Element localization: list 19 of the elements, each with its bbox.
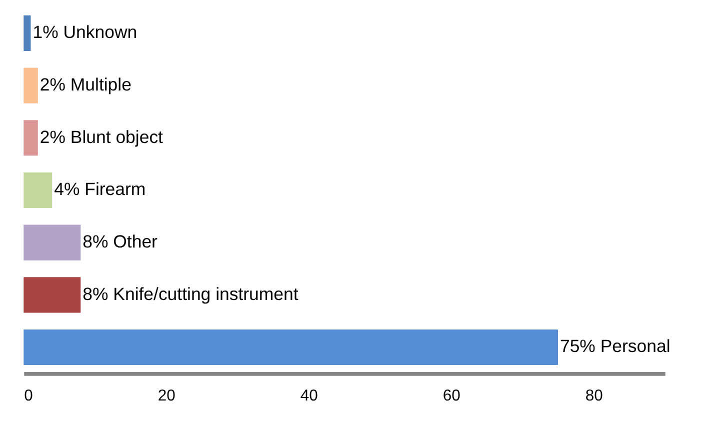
bar	[24, 120, 38, 156]
data-label: 2% Blunt object	[40, 126, 164, 147]
bar	[24, 329, 558, 366]
bar	[24, 224, 81, 260]
data-label: 2% Multiple	[40, 74, 132, 94]
data-label: 4% Firearm	[54, 179, 146, 200]
bar	[24, 172, 52, 208]
x-tick-label: 20	[158, 388, 176, 405]
x-tick-label: 80	[585, 388, 604, 405]
x-tick-label: 40	[300, 388, 318, 405]
data-label: 1% Unknown	[32, 22, 138, 42]
bar	[24, 68, 38, 104]
data-label: 8% Knife/cutting instrument	[82, 284, 298, 304]
x-tick-label: 60	[442, 388, 461, 405]
x-tick-label: 0	[24, 388, 34, 405]
data-label: 75% Personal	[560, 336, 670, 356]
bar	[24, 15, 31, 51]
data-label: 8% Other	[82, 231, 158, 252]
bar	[24, 277, 81, 313]
